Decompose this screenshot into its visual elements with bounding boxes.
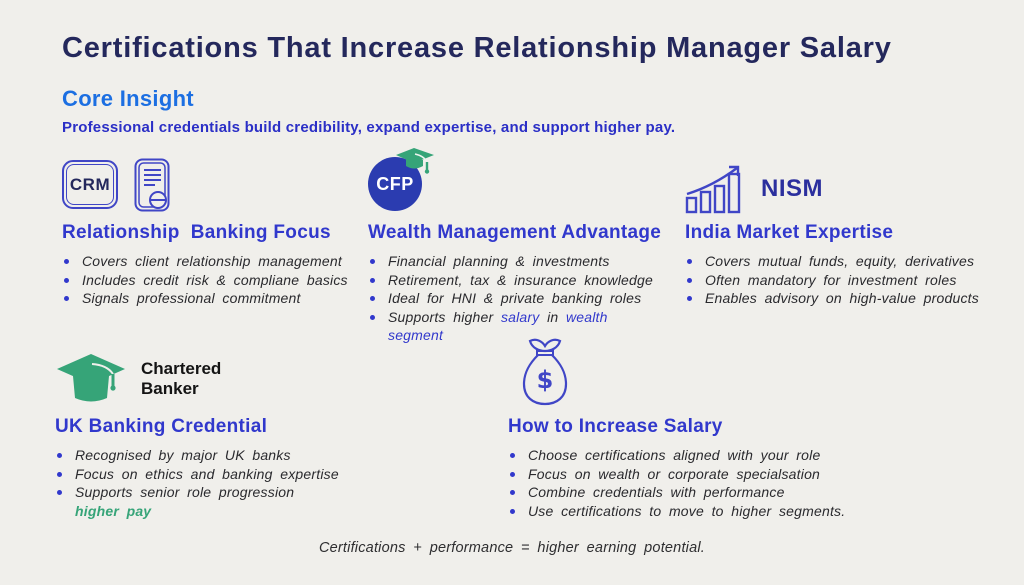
bullet-item: Often mandatory for investment roles xyxy=(685,271,985,290)
card-icon-row: CFP xyxy=(368,148,668,222)
bullet-text: Covers mutual funds, equity, derivatives xyxy=(705,253,975,269)
card-heading: India Market Expertise xyxy=(685,222,894,243)
card-wealth-management-advantage: CFP Wealth Management Advantage Financia… xyxy=(368,148,668,345)
bullet-text: Often mandatory for investment roles xyxy=(705,271,957,288)
card-heading: How to Increase Salary xyxy=(508,416,723,437)
card-bullet-list: Recognised by major UK banks Focus on eth… xyxy=(55,446,385,520)
bullet-item: Ideal for HNI & private banking roles xyxy=(368,289,668,308)
bullet-item: Recognised by major UK banks xyxy=(55,446,385,465)
card-icon-row: CRM xyxy=(62,150,362,222)
graduation-cap-icon xyxy=(396,148,434,174)
footer-takeaway: Certifications + performance = higher ea… xyxy=(318,540,706,556)
bullet-item: Focus on ethics and banking expertise xyxy=(55,465,385,484)
bullet-dot xyxy=(57,453,62,458)
bullet-dot xyxy=(370,277,375,283)
bullet-text: Use certifications to move to higher seg… xyxy=(528,502,846,519)
bullet-item: Signals professional commitment xyxy=(62,289,362,308)
bullet-dot xyxy=(510,471,515,477)
bullet-dot xyxy=(64,296,69,302)
bullet-item: Choose certifications aligned with your … xyxy=(508,446,868,465)
bullet-text: Recognised by major UK banks xyxy=(75,447,291,463)
bullet-text: Signals professional commitment xyxy=(82,290,301,307)
bullet-dot xyxy=(510,508,515,514)
bullet-item: higher pay xyxy=(55,502,385,521)
bullet-text: Ideal for HNI & private banking roles xyxy=(388,290,642,307)
card-bullet-list: Covers mutual funds, equity, derivatives… xyxy=(685,252,985,308)
card-uk-banking-credential: Chartered Banker UK Banking Credential R… xyxy=(55,352,385,520)
cfp-circle-icon: CFP xyxy=(368,148,434,214)
card-india-market-expertise: NISM India Market Expertise Covers mutua… xyxy=(685,150,985,308)
cfp-badge-label: CFP xyxy=(376,173,414,194)
bullet-item: Combine credentials with performance xyxy=(508,483,868,502)
crm-badge-label: CRM xyxy=(69,174,111,194)
bullet-text: Combine credentials with performance xyxy=(528,484,785,501)
svg-text:$: $ xyxy=(537,366,554,394)
bullet-dot xyxy=(57,471,62,477)
card-heading: Relationship Banking Focus xyxy=(62,222,331,243)
bar-chart-growth-icon xyxy=(685,165,741,214)
bullet-dot xyxy=(370,259,375,264)
bullet-item: Includes credit risk & compliane basics xyxy=(62,271,362,290)
bullet-item: Financial planning & investments xyxy=(368,252,668,271)
bullet-text: Retirement, tax & insurance knowledge xyxy=(388,271,653,288)
bullet-dot xyxy=(687,277,692,283)
section-heading-core-insight: Core Insight xyxy=(62,86,194,111)
bullet-item: Use certifications to move to higher seg… xyxy=(508,502,868,521)
bullet-item: Focus on wealth or corporate specialsati… xyxy=(508,465,868,484)
bullet-dot xyxy=(510,453,515,458)
bullet-text: Supports senior role progression xyxy=(75,484,295,501)
bullet-text: Focus on wealth or corporate specialsati… xyxy=(528,465,821,482)
bullet-dot xyxy=(370,296,375,302)
bullet-item: Covers mutual funds, equity, derivatives xyxy=(685,252,985,271)
section-subtitle: Professional credentials build credibili… xyxy=(62,119,676,136)
bullet-text: Financial planning & investments xyxy=(388,253,610,269)
card-bullet-list: Financial planning & investments Retireme… xyxy=(368,252,668,345)
card-icon-row: NISM xyxy=(685,150,985,222)
page-title: Certifications That Increase Relationshi… xyxy=(62,32,892,64)
card-relationship-banking-focus: CRM Relationship Banking Focus Covers cl… xyxy=(62,150,362,308)
card-icon-row: $ xyxy=(508,338,868,416)
bullet-text: Enables advisory on high-value products xyxy=(705,290,979,307)
card-bullet-list: Covers client relationship management Inc… xyxy=(62,252,362,308)
card-heading: Wealth Management Advantage xyxy=(368,222,662,243)
card-icon-row: Chartered Banker xyxy=(55,352,385,416)
bullet-dot xyxy=(64,259,69,264)
bullet-dot xyxy=(64,277,69,283)
bullet-dot xyxy=(370,314,375,320)
card-bullet-list: Choose certifications aligned with your … xyxy=(508,446,868,520)
bullet-item: Covers client relationship management xyxy=(62,252,362,271)
bullet-item: Supports senior role progression xyxy=(55,483,385,502)
crm-badge-icon: CRM xyxy=(62,160,118,209)
bullet-dot xyxy=(510,490,515,496)
bullet-text: Covers client relationship management xyxy=(82,253,342,269)
bullet-item: Supports higher salary in wealth segment xyxy=(368,308,668,345)
certificate-icon xyxy=(134,158,170,212)
nism-brand-label: NISM xyxy=(761,175,823,202)
graduation-cap-icon xyxy=(57,354,125,402)
money-bag-icon: $ xyxy=(522,338,568,406)
bullet-item: Enables advisory on high-value products xyxy=(685,289,985,308)
bullet-dot xyxy=(57,490,62,496)
bullet-text: Supports higher salary in wealth segment xyxy=(388,308,608,344)
chartered-banker-brand-label: Chartered Banker xyxy=(141,359,222,398)
card-how-to-increase-salary: $ How to Increase Salary Choose certific… xyxy=(508,338,868,520)
bullet-item: Retirement, tax & insurance knowledge xyxy=(368,271,668,290)
bullet-text: higher pay xyxy=(75,502,152,519)
bullet-text: Choose certifications aligned with your … xyxy=(528,447,821,463)
bullet-text: Includes credit risk & compliane basics xyxy=(82,271,348,288)
bullet-dot xyxy=(687,296,692,302)
bullet-text: Focus on ethics and banking expertise xyxy=(75,465,339,482)
card-heading: UK Banking Credential xyxy=(55,416,268,437)
bullet-dot xyxy=(687,259,692,264)
